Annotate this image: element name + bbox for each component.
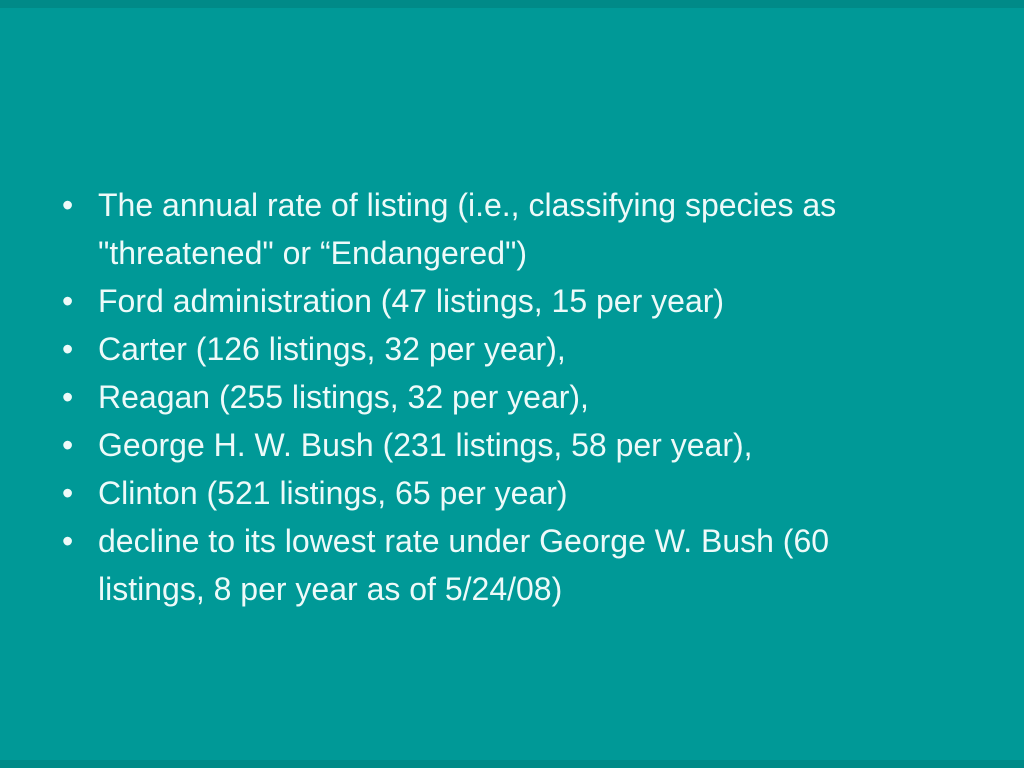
bullet-text: Clinton (521 listings, 65 per year) — [98, 475, 568, 511]
bullet-text: George H. W. Bush (231 listings, 58 per … — [98, 427, 753, 463]
bullet-icon: • — [62, 331, 74, 367]
slide-top-border — [0, 0, 1024, 8]
bullet-text: Reagan (255 listings, 32 per year), — [98, 379, 589, 415]
slide-bottom-border — [0, 760, 1024, 768]
list-item: • Carter (126 listings, 32 per year), — [62, 325, 874, 373]
list-item: • George H. W. Bush (231 listings, 58 pe… — [62, 421, 874, 469]
list-item: • Reagan (255 listings, 32 per year), — [62, 373, 874, 421]
bullet-text: decline to its lowest rate under George … — [98, 523, 830, 607]
bullet-text: Ford administration (47 listings, 15 per… — [98, 283, 725, 319]
list-item: • The annual rate of listing (i.e., clas… — [62, 181, 874, 277]
bullet-text: Carter (126 listings, 32 per year), — [98, 331, 566, 367]
bullet-icon: • — [62, 523, 74, 559]
list-item: • decline to its lowest rate under Georg… — [62, 517, 874, 613]
bullet-icon: • — [62, 283, 74, 319]
bullet-text: The annual rate of listing (i.e., classi… — [98, 187, 837, 271]
list-item: • Clinton (521 listings, 65 per year) — [62, 469, 874, 517]
bullet-icon: • — [62, 475, 74, 511]
bullet-icon: • — [62, 379, 74, 415]
bullet-icon: • — [62, 427, 74, 463]
bullet-list: • The annual rate of listing (i.e., clas… — [62, 181, 874, 613]
list-item: • Ford administration (47 listings, 15 p… — [62, 277, 874, 325]
bullet-icon: • — [62, 187, 74, 223]
